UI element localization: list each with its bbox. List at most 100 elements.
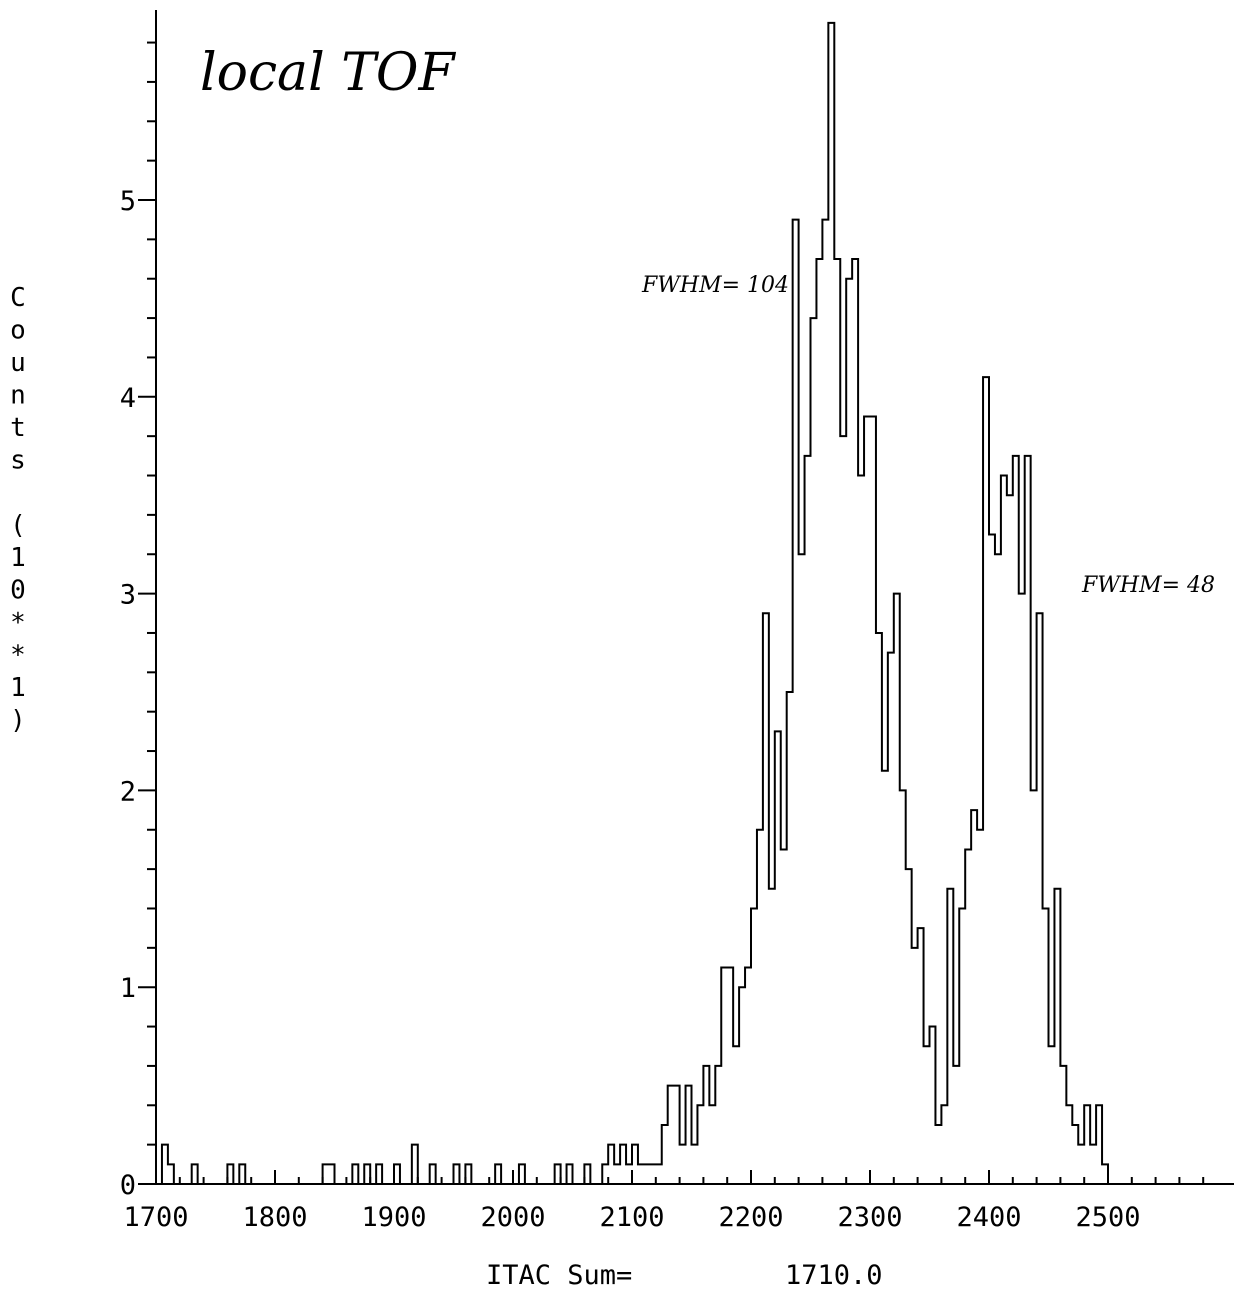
histogram-bin [192,1164,198,1184]
summary-label: ITAC Sum= [486,1260,632,1291]
histogram-bin [805,456,811,1184]
histogram-bin [465,1164,471,1184]
histogram-bin [323,1164,329,1184]
histogram-bin [787,692,793,1184]
histogram-bin [935,1125,941,1184]
fwhm-annotation-peak-1: FWHM= 104 [641,273,789,298]
histogram-bin [668,1086,674,1184]
y-label-char: t [10,413,26,443]
y-tick-label: 4 [120,383,136,414]
histogram-bin [412,1145,418,1184]
histogram-bin [995,554,1001,1184]
handwritten-title: local TOF [200,43,457,103]
histogram-bin [799,554,805,1184]
histogram-bin [870,416,876,1184]
y-tick-label: 5 [120,186,136,217]
histogram-bin [1007,495,1013,1184]
histogram-bin [834,259,840,1184]
histogram-bin [971,810,977,1184]
fwhm-annotation-peak-2: FWHM= 48 [1081,573,1215,598]
x-tick-label: 1900 [361,1202,426,1233]
histogram-bin [828,23,834,1184]
histogram-bin [1060,1066,1066,1184]
histogram-bin [1043,908,1049,1184]
histogram-bin [727,968,733,1184]
x-tick-label: 2000 [480,1202,545,1233]
histogram-bin [965,849,971,1184]
y-axis: 0 1 2 3 4 5 [120,10,157,1201]
y-tick-label: 3 [120,580,136,611]
histogram-bin [626,1164,632,1184]
y-label-char: o [10,316,26,346]
histogram-outline [156,21,1132,1185]
histogram-bin [697,1105,703,1184]
histogram-bin [567,1164,573,1184]
histogram-bin [739,987,745,1184]
histogram-bin [983,377,989,1184]
histogram-bin [650,1164,656,1184]
y-label-char: ( [10,511,26,541]
histogram-bin [686,1086,692,1184]
histogram-bin [692,1145,698,1184]
histogram-bin [1054,889,1060,1184]
histogram-bin [888,653,894,1184]
histogram-bin [364,1164,370,1184]
histogram-bin [638,1164,644,1184]
histogram-bin [1078,1145,1084,1184]
histogram-bin [1037,613,1043,1184]
histogram-bin [852,259,858,1184]
histogram-bin [811,318,817,1184]
histogram-bin [906,869,912,1184]
x-tick-label: 2400 [956,1202,1021,1233]
histogram-bin [329,1164,335,1184]
histogram-bin [1066,1105,1072,1184]
histogram-bin [1001,476,1007,1184]
histogram-bin [1025,456,1031,1184]
histogram-bin [941,1105,947,1184]
histogram-bin [168,1164,174,1184]
y-label-char: 1 [10,543,26,573]
y-label-char: * [10,641,26,671]
y-label-char: ) [10,706,26,736]
histogram-bin [775,731,781,1184]
y-label-char: C [10,283,26,313]
y-label-char: 0 [10,576,26,606]
histogram-bin [876,633,882,1184]
histogram-bin [1102,1164,1108,1184]
y-label-char: n [10,381,26,411]
histogram-bin [620,1145,626,1184]
x-tick-label: 1700 [123,1202,188,1233]
histogram-bin [947,889,953,1184]
histogram-bin [608,1145,614,1184]
histogram-bin [227,1164,233,1184]
histogram-bin [864,416,870,1184]
x-tick-label: 2300 [837,1202,902,1233]
histogram-bin [662,1125,668,1184]
histogram-bin [930,1027,936,1184]
histogram-bin [769,889,775,1184]
y-label-char: * [10,608,26,638]
x-tick-label: 2500 [1075,1202,1140,1233]
histogram-bin [953,1066,959,1184]
histogram-bin [1096,1105,1102,1184]
histogram-bin [703,1066,709,1184]
histogram-bin [709,1105,715,1184]
histogram-bin [733,1046,739,1184]
histogram-bin [1031,790,1037,1184]
histogram-bin [376,1164,382,1184]
histogram-bin [840,436,846,1184]
x-tick-label: 2100 [599,1202,664,1233]
histogram-bin [1019,594,1025,1184]
histogram-bin [781,849,787,1184]
y-label-char: s [10,446,26,476]
histogram-bin [989,535,995,1184]
histogram-bin [430,1164,436,1184]
histogram-bins [156,21,1132,1185]
histogram-bin [1013,456,1019,1184]
histogram-bin [745,968,751,1184]
histogram-bin [584,1164,590,1184]
histogram-bin [644,1164,650,1184]
histogram-bin [751,908,757,1184]
histogram-bin [816,259,822,1184]
